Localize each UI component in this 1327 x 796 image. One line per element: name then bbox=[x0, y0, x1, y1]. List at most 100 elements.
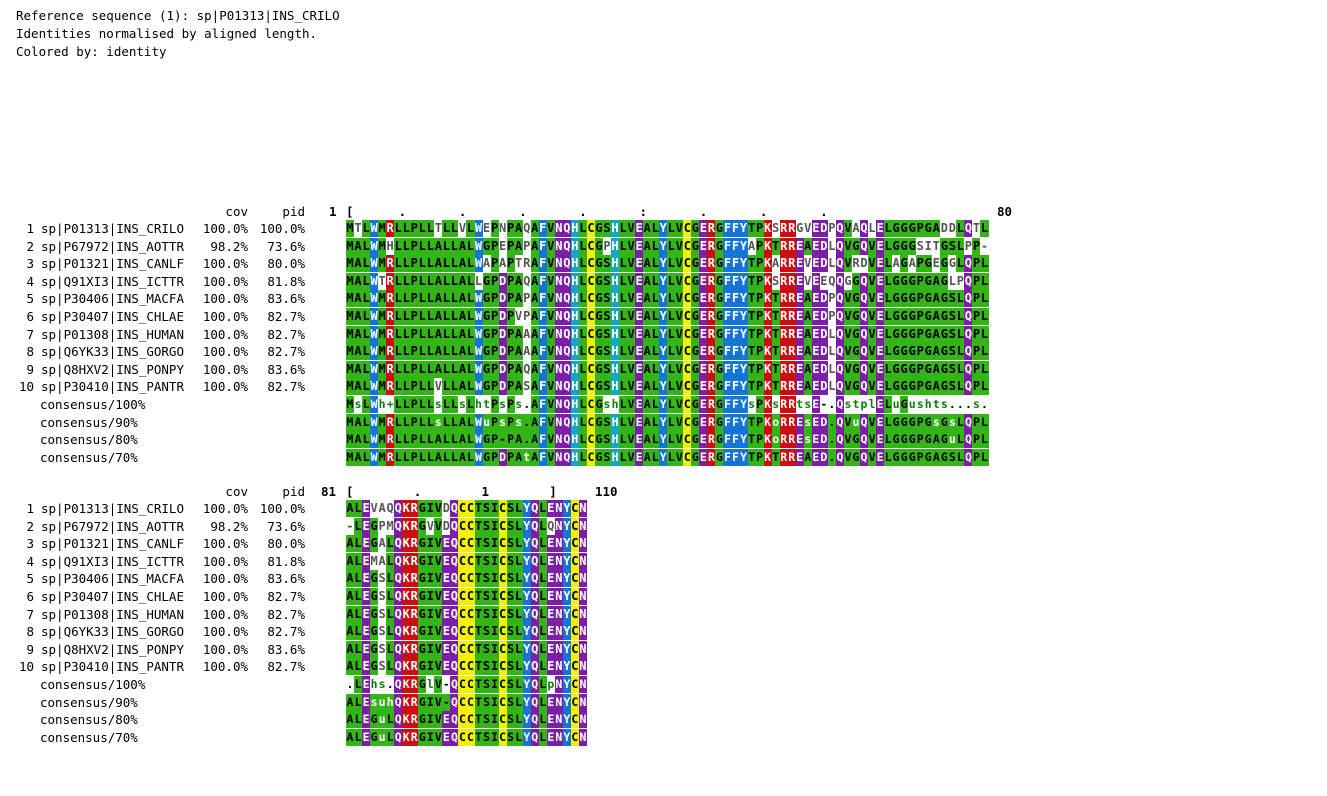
pid-header: pid bbox=[282, 484, 305, 499]
residue: G bbox=[715, 343, 724, 361]
residue: G bbox=[900, 272, 909, 290]
residue: A bbox=[530, 237, 539, 255]
residue: D bbox=[948, 220, 957, 237]
residue: A bbox=[458, 308, 467, 325]
residue: L bbox=[362, 343, 371, 361]
residue: A bbox=[346, 658, 355, 676]
consensus-residue: G bbox=[900, 413, 909, 431]
residue: Q bbox=[530, 623, 539, 641]
residue: E bbox=[498, 237, 507, 255]
residue: A bbox=[458, 378, 467, 396]
consensus-residue: V bbox=[627, 396, 636, 413]
residue: R bbox=[787, 360, 796, 378]
residue: V bbox=[843, 378, 852, 396]
consensus-residue: A bbox=[514, 448, 523, 466]
residue: L bbox=[578, 325, 587, 343]
residue: C bbox=[466, 535, 475, 553]
residue: G bbox=[940, 325, 949, 343]
residue: G bbox=[594, 343, 603, 361]
residue: A bbox=[643, 325, 652, 343]
residue: E bbox=[876, 378, 885, 396]
residue: E bbox=[699, 360, 708, 378]
residue: L bbox=[394, 308, 403, 325]
consensus-residue: H bbox=[570, 448, 579, 466]
residue: A bbox=[643, 220, 652, 237]
residue: F bbox=[723, 220, 732, 237]
consensus-residue: Q bbox=[394, 728, 403, 746]
residue: L bbox=[538, 570, 547, 588]
residue: Y bbox=[522, 570, 531, 588]
residue: L bbox=[426, 378, 435, 396]
residue: S bbox=[506, 500, 515, 517]
row-number: 8 bbox=[26, 624, 34, 640]
consensus-residue: L bbox=[578, 448, 587, 466]
residue: F bbox=[731, 325, 740, 343]
residue: A bbox=[354, 360, 363, 378]
consensus-residue: L bbox=[450, 431, 459, 449]
residue: P bbox=[410, 237, 419, 255]
residue: R bbox=[787, 237, 796, 255]
consensus-residue: N bbox=[554, 431, 563, 449]
residue: V bbox=[675, 290, 684, 308]
residue: R bbox=[787, 220, 796, 237]
residue: M bbox=[346, 378, 355, 396]
residue: K bbox=[763, 220, 772, 237]
consensus-residue: G bbox=[908, 413, 917, 431]
consensus-residue: E bbox=[546, 728, 555, 746]
consensus-residue: I bbox=[490, 728, 499, 746]
residue: E bbox=[442, 640, 451, 658]
residue: G bbox=[924, 272, 933, 290]
residue: L bbox=[514, 570, 523, 588]
residue: Y bbox=[562, 623, 571, 641]
consensus-residue: u bbox=[378, 711, 387, 729]
residue: C bbox=[683, 378, 692, 396]
consensus-residue: E bbox=[362, 711, 371, 729]
consensus-residue: L bbox=[354, 728, 363, 746]
residue: Q bbox=[827, 272, 836, 290]
residue: S bbox=[506, 658, 515, 676]
residue: C bbox=[570, 535, 579, 553]
residue: S bbox=[482, 623, 491, 641]
residue: A bbox=[771, 255, 780, 273]
row-number: 9 bbox=[26, 641, 34, 657]
consensus-residue: I bbox=[490, 676, 499, 693]
residue: G bbox=[482, 308, 491, 325]
consensus-residue: Q bbox=[860, 431, 869, 449]
residue: C bbox=[498, 640, 507, 658]
residue: L bbox=[450, 237, 459, 255]
residue: H bbox=[570, 378, 579, 396]
residue: L bbox=[450, 220, 459, 237]
consensus-residue: T bbox=[474, 728, 483, 746]
residue: N bbox=[554, 237, 563, 255]
residue: E bbox=[811, 220, 820, 237]
residue: G bbox=[900, 220, 909, 237]
residue: G bbox=[940, 255, 949, 273]
residue: G bbox=[892, 325, 901, 343]
residue: G bbox=[908, 360, 917, 378]
consensus-residue: L bbox=[450, 413, 459, 431]
consensus-residue: P bbox=[490, 396, 499, 413]
residue: Y bbox=[659, 308, 668, 325]
consensus-residue: s bbox=[434, 413, 443, 431]
residue: Q bbox=[562, 220, 571, 237]
residue: L bbox=[538, 588, 547, 605]
residue: Q bbox=[835, 272, 844, 290]
residue: Q bbox=[964, 272, 973, 290]
residue: Q bbox=[562, 325, 571, 343]
consensus-residue: L bbox=[426, 448, 435, 466]
residue: C bbox=[683, 343, 692, 361]
residue: E bbox=[635, 255, 644, 273]
consensus-residue: G bbox=[715, 448, 724, 466]
residue: Y bbox=[562, 658, 571, 676]
residue: G bbox=[900, 290, 909, 308]
residue: G bbox=[924, 220, 933, 237]
residue: L bbox=[354, 658, 363, 676]
residue: R bbox=[787, 378, 796, 396]
consensus-residue: E bbox=[635, 448, 644, 466]
consensus-residue: Y bbox=[659, 413, 668, 431]
residue: V bbox=[675, 378, 684, 396]
residue: E bbox=[362, 588, 371, 605]
consensus-residue: P bbox=[506, 431, 515, 449]
residue: Y bbox=[522, 517, 531, 535]
